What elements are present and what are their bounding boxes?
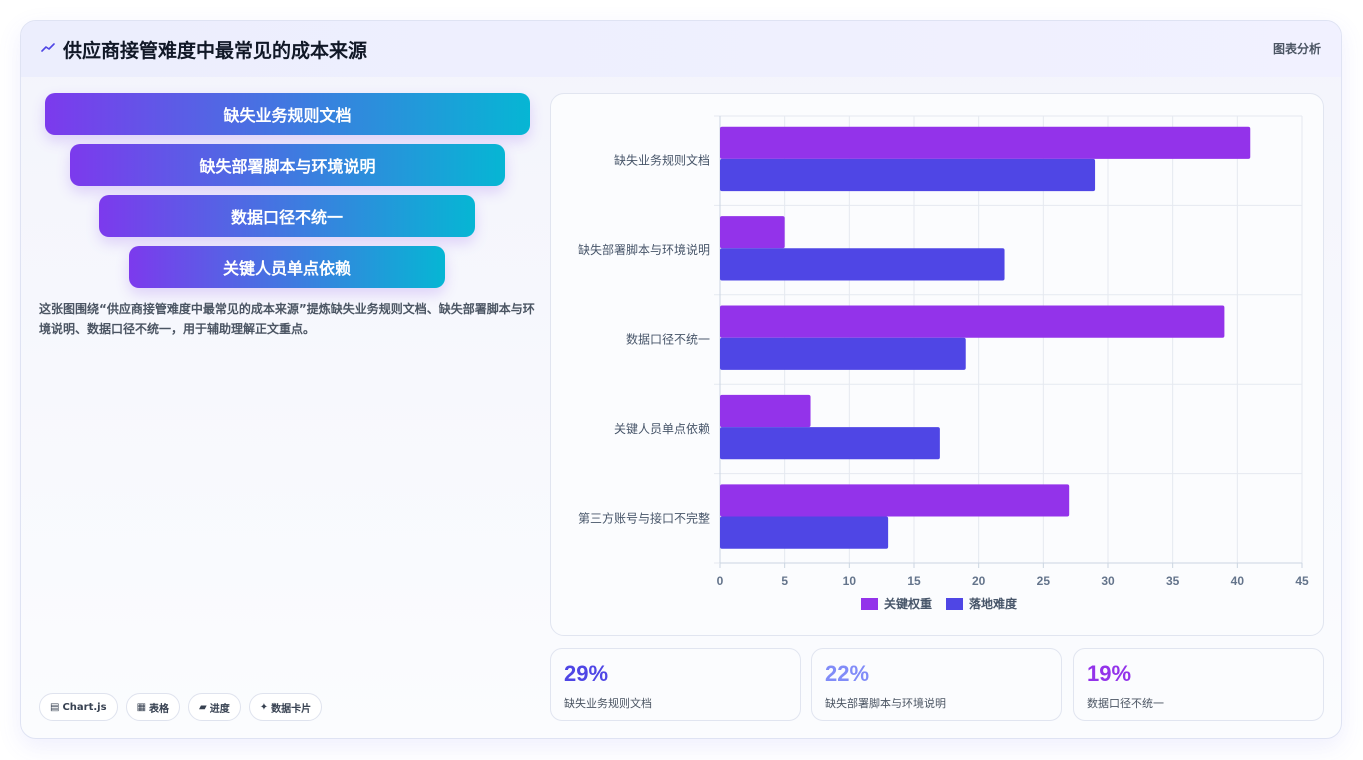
y-category-label: 关键人员单点依赖 (614, 421, 710, 436)
bar-difficulty (720, 427, 940, 460)
bar-difficulty (720, 337, 966, 370)
chip-data-card[interactable]: ✦ 数据卡片 (248, 693, 323, 721)
stat-value: 22% (825, 661, 870, 686)
bar-key-weight (720, 305, 1225, 338)
trend-line-icon (41, 43, 55, 52)
stat-value: 19% (1087, 661, 1132, 686)
funnel-step-label: 缺失部署脚本与环境说明 (199, 157, 376, 176)
chip-label: Chart.js (62, 701, 107, 713)
x-tick-label: 0 (717, 574, 724, 588)
main-card: 供应商接管难度中最常见的成本来源 图表分析 缺失业务规则文档 缺失部署脚本与环境… (20, 20, 1342, 739)
x-tick-label: 30 (1101, 574, 1115, 588)
chip-table[interactable]: ▦ 表格 (125, 693, 181, 721)
x-tick-label: 25 (1037, 574, 1051, 588)
chip-label: 数据卡片 (271, 703, 312, 715)
chip-label: 进度 (209, 703, 230, 715)
funnel-step-label: 数据口径不统一 (230, 208, 343, 227)
sparkle-icon: ✦ (259, 701, 269, 713)
funnel-step: 关键人员单点依赖 (129, 246, 445, 288)
stat-label: 缺失业务规则文档 (564, 697, 652, 710)
legend-swatch (861, 598, 878, 610)
x-tick-label: 35 (1166, 574, 1180, 588)
bar-chart: 0 5 10 15 20 25 30 35 40 45 缺失业务规则文档缺失部署脚本与环境说明数据口… (578, 115, 1309, 611)
x-tick-label: 20 (972, 574, 986, 588)
page-title: 供应商接管难度中最常见的成本来源 (63, 40, 368, 62)
funnel-step-label: 缺失业务规则文档 (223, 106, 352, 125)
stat-label: 缺失部署脚本与环境说明 (825, 697, 946, 710)
header-bar: 供应商接管难度中最常见的成本来源 图表分析 (21, 21, 1341, 77)
chart-analysis-tag: 图表分析 (1272, 42, 1321, 56)
bar-difficulty (720, 158, 1096, 192)
bar-key-weight (720, 484, 1070, 517)
progress-icon: ▰ (199, 701, 207, 713)
chart-icon: ▤ (50, 701, 60, 713)
chart-description: 这张图围绕“供应商接管难度中最常见的成本来源”提炼缺失业务规则文档、缺失部署脚本… (39, 302, 535, 336)
legend-label: 关键权重 (884, 596, 932, 611)
chip-label: 表格 (149, 703, 170, 715)
funnel-step: 数据口径不统一 (99, 195, 475, 237)
bar-difficulty (720, 248, 1005, 281)
funnel-step-label: 关键人员单点依赖 (222, 259, 351, 278)
bar-difficulty (720, 516, 889, 549)
funnel-step: 缺失业务规则文档 (45, 93, 530, 135)
y-category-label: 第三方账号与接口不完整 (578, 510, 710, 525)
x-tick-label: 10 (843, 574, 857, 588)
legend-label: 落地难度 (969, 596, 1018, 611)
chip-row: ▤ Chart.js ▦ 表格 ▰ 进度 ✦ 数据卡片 (39, 693, 323, 721)
chart-panel: 0 5 10 15 20 25 30 35 40 45 缺失业务规则文档缺失部署脚本与环境说明数据口… (550, 93, 1324, 636)
x-tick-label: 15 (907, 574, 921, 588)
y-category-label: 数据口径不统一 (626, 332, 710, 347)
stat-card: 29% 缺失业务规则文档 (550, 648, 801, 721)
stat-card: 19% 数据口径不统一 (1073, 648, 1324, 721)
stat-value: 29% (564, 661, 609, 686)
x-tick-label: 40 (1231, 574, 1245, 588)
stat-label: 数据口径不统一 (1087, 697, 1164, 710)
x-tick-label: 5 (781, 574, 788, 588)
y-category-label: 缺失业务规则文档 (614, 153, 710, 168)
stat-card: 22% 缺失部署脚本与环境说明 (811, 648, 1062, 721)
y-category-label: 缺失部署脚本与环境说明 (578, 242, 710, 257)
table-icon: ▦ (136, 701, 147, 713)
funnel-step: 缺失部署脚本与环境说明 (70, 144, 505, 186)
chip-chartjs[interactable]: ▤ Chart.js (39, 693, 118, 721)
bar-key-weight (720, 394, 811, 428)
bar-key-weight (720, 216, 785, 249)
chip-progress[interactable]: ▰ 进度 (188, 693, 241, 721)
x-tick-label: 45 (1295, 574, 1309, 588)
legend-swatch (946, 598, 963, 610)
bar-key-weight (720, 126, 1251, 159)
